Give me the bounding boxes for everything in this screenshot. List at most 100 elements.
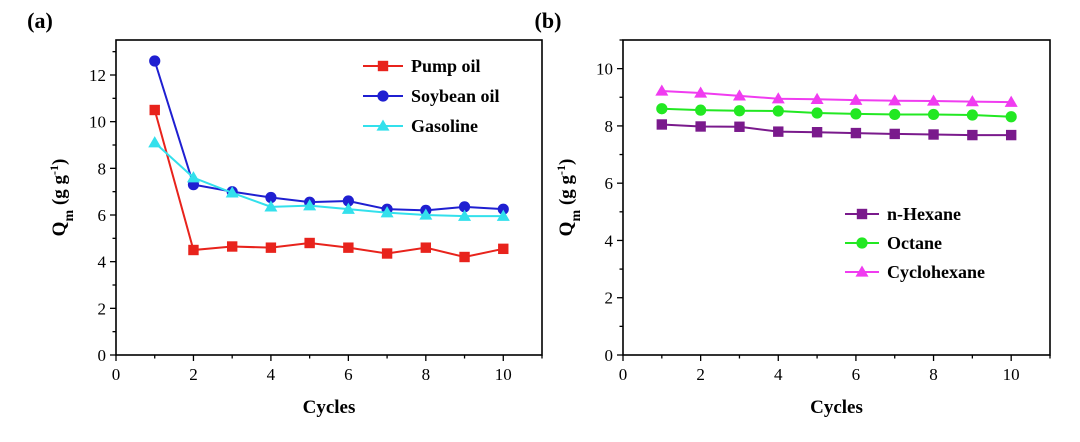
y-tick-label: 10 [89,113,106,132]
series-line [661,107,1012,118]
y-tick-label: 2 [605,289,614,308]
data-point [889,108,901,121]
x-tick-label: 8 [422,365,431,384]
data-point [264,200,278,212]
legend-marker [856,208,868,220]
chart-panel-a: (a) 0 2 4 6 8 10 0 2 4 6 8 10 12 Cycles Qm (g g-1) Pump … [27,8,543,418]
x-tick-label: 2 [189,365,198,384]
x-tick-label: 8 [929,365,938,384]
legend-label: Octane [887,233,942,253]
data-point [771,92,785,104]
data-point [419,208,433,220]
data-point [773,126,784,137]
legend-label: Cyclohexane [887,262,985,282]
series-octane [656,103,1017,123]
panel-label: (b) [535,8,562,33]
series-line [153,60,504,212]
data-point [1005,129,1017,141]
data-point [343,242,354,253]
y-tick-label: 8 [605,117,614,136]
panel-label: (a) [27,8,53,33]
legend-marker [377,60,389,72]
data-point [732,89,746,101]
legend-label: Gasoline [411,116,478,136]
x-axis-title: Cycles [303,397,356,418]
data-point [734,121,745,132]
x-tick-label: 10 [1003,365,1020,384]
data-point [655,84,669,96]
data-point [849,93,863,105]
x-tick-label: 10 [495,365,512,384]
data-point [420,242,432,253]
legend-label: n-Hexane [887,204,961,224]
y-tick-label: 0 [98,346,107,365]
data-point [811,107,823,119]
x-tick-label: 2 [696,365,705,384]
x-tick-label: 6 [344,365,353,384]
plot-frame [115,39,543,356]
series-line [154,141,504,218]
data-point [265,191,277,204]
data-point [188,244,199,256]
y-axis-title: Qm (g g-1) [47,159,77,237]
series-line [661,123,1012,137]
plot-frame [622,39,1051,356]
data-point [656,103,668,115]
data-point [695,104,707,116]
data-point [1004,95,1018,107]
data-point [341,202,355,214]
data-point [149,55,161,67]
data-point [927,94,941,106]
data-point [304,237,315,249]
series-n-hexane [656,119,1017,141]
data-point [149,104,160,116]
data-point [927,108,940,121]
data-point [496,209,510,221]
data-point [381,248,393,259]
legend-label: Pump oil [411,56,481,76]
data-point [186,171,200,183]
data-point [965,95,979,107]
y-tick-label: 6 [605,174,614,193]
y-axis-title: Qm (g g-1) [554,159,584,237]
data-point [342,195,354,207]
y-tick-label: 4 [605,231,614,250]
data-point [850,127,862,139]
data-point [810,92,824,104]
data-point [225,186,239,198]
data-point [459,251,470,263]
data-point [695,121,706,132]
legend-marker [376,119,390,131]
data-point [928,129,939,140]
legend-label: Soybean oil [411,86,500,106]
legend: Pump oil Soybean oil Gasoline [363,56,500,136]
y-tick-label: 10 [596,60,613,79]
y-tick-label: 4 [98,253,107,272]
x-tick-label: 4 [267,365,276,384]
series-line [153,109,504,259]
data-point [694,86,708,98]
data-point [811,127,823,138]
y-tick-label: 0 [605,346,614,365]
chart-panel-b: (b) 0 2 4 6 8 10 0 2 4 6 8 10 Cycles Qm (g g-1) n-Hexan… [535,8,1051,418]
data-point [265,242,277,253]
legend-marker [855,265,869,277]
data-point [733,105,746,117]
data-point [458,201,471,213]
series-gasoline [148,136,510,221]
data-point [966,109,978,121]
y-tick-label: 2 [98,299,107,318]
series-cyclohexane [655,84,1018,107]
legend: n-Hexane Octane Cyclohexane [845,204,985,282]
x-tick-label: 6 [852,365,861,384]
data-point [380,206,394,218]
data-point [888,94,902,106]
series-line [661,89,1012,104]
series-pump-oil [149,104,509,263]
data-point [656,119,668,130]
data-point [148,136,162,148]
data-point [889,128,900,140]
x-tick-label: 4 [774,365,783,384]
x-tick-label: 0 [112,365,121,384]
